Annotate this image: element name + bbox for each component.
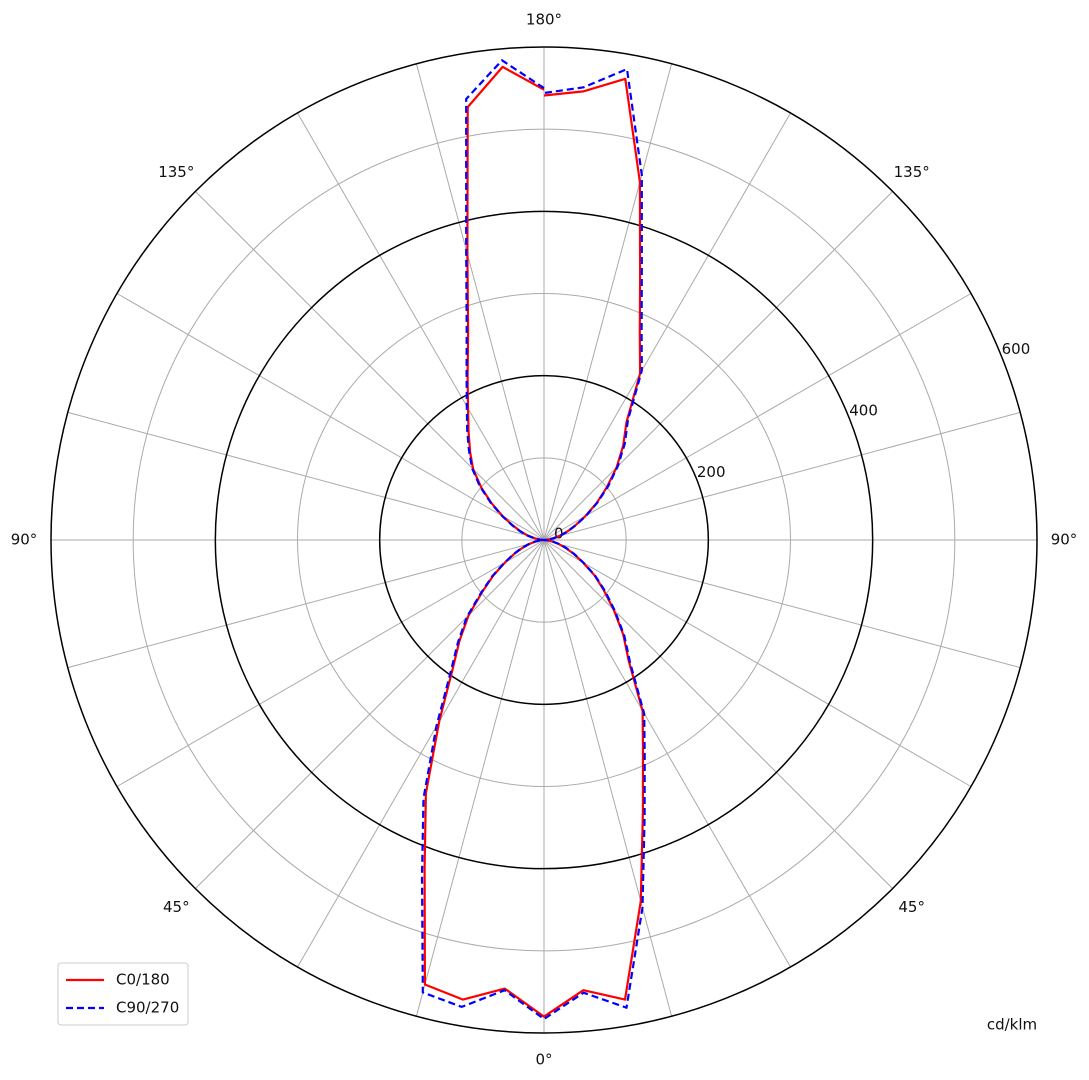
angle-tick-label: 135° xyxy=(894,163,930,181)
series-line xyxy=(420,59,646,1021)
angle-tick-label: 90° xyxy=(1051,531,1078,549)
angle-tick-label: 180° xyxy=(526,11,562,29)
radial-tick-label: 0 xyxy=(554,525,564,543)
major-ring xyxy=(214,210,874,870)
angle-tick-label: 45° xyxy=(163,898,190,916)
unit-label: cd/klm xyxy=(987,1016,1037,1034)
legend-label: C0/180 xyxy=(116,971,170,989)
angle-tick-label: 45° xyxy=(898,898,925,916)
major-ring xyxy=(378,374,710,706)
radial-tick-label: 600 xyxy=(1002,340,1031,358)
legend: C0/180 C90/270 xyxy=(57,962,189,1026)
major-ring xyxy=(50,46,1038,1034)
angle-tick-label: 90° xyxy=(11,531,38,549)
angle-tick-label: 0° xyxy=(535,1051,552,1069)
legend-label: C90/270 xyxy=(116,999,179,1017)
radial-tick-label: 400 xyxy=(849,401,878,419)
minor-ring xyxy=(461,457,627,623)
angle-tick-label: 135° xyxy=(158,163,194,181)
minor-ring xyxy=(132,128,956,952)
legend-box xyxy=(57,962,189,1026)
minor-ring xyxy=(297,293,791,787)
radial-tick-label: 200 xyxy=(697,463,726,481)
